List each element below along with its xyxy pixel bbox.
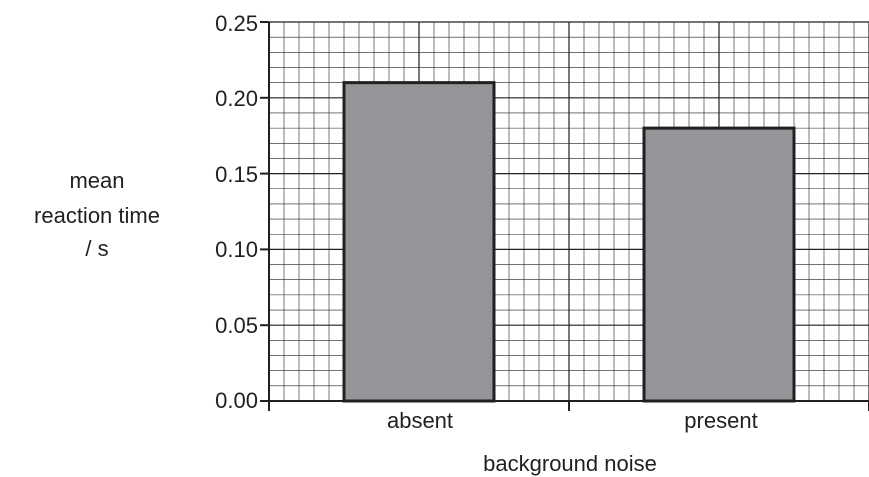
y-tick-label-2: 0.10 [215, 237, 258, 262]
x-tick-label-absent: absent [387, 408, 453, 433]
bar-absent [342, 81, 496, 403]
y-tick-label-5: 0.25 [215, 11, 258, 36]
bar-present [642, 126, 796, 403]
y-tick-label-1: 0.05 [215, 313, 258, 338]
y-axis-title-line-2: reaction time [34, 203, 160, 228]
y-tick-label-4: 0.20 [215, 86, 258, 111]
y-tick-label-0: 0.00 [215, 388, 258, 413]
y-axis-title-line-1: mean [69, 168, 124, 193]
y-axis-title-line-3: / s [85, 236, 108, 261]
x-axis-title: background noise [483, 451, 657, 476]
x-tick-label-present: present [684, 408, 757, 433]
y-tick-label-3: 0.15 [215, 162, 258, 187]
chart-axes [260, 21, 869, 411]
